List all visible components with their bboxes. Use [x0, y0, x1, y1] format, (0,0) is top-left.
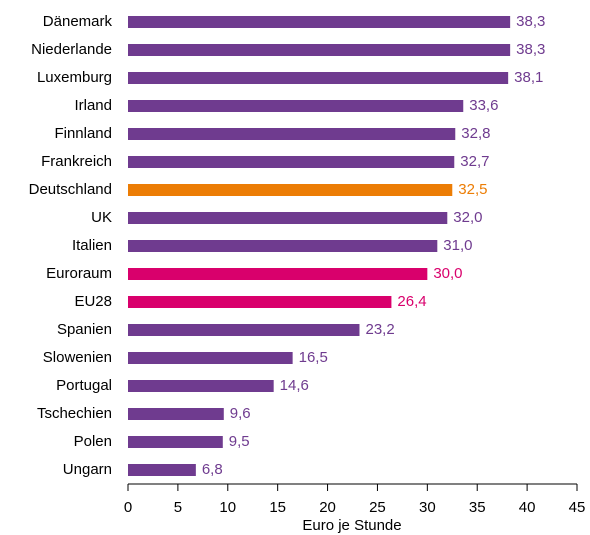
- category-label: Italien: [72, 237, 112, 254]
- category-label: UK: [91, 209, 112, 226]
- value-label: 23,2: [365, 321, 394, 338]
- category-label: Finnland: [54, 125, 112, 142]
- category-label: Euroraum: [46, 265, 112, 282]
- bar: [128, 44, 511, 56]
- x-axis-label: Euro je Stunde: [302, 517, 401, 534]
- value-label: 6,8: [202, 461, 223, 478]
- value-label: 32,8: [461, 125, 490, 142]
- x-tick-label: 15: [269, 499, 286, 516]
- x-tick-label: 25: [369, 499, 386, 516]
- bar: [128, 436, 223, 448]
- value-label: 32,0: [453, 209, 482, 226]
- bar: [128, 240, 438, 252]
- category-label: Polen: [74, 433, 112, 450]
- bar: [128, 268, 428, 280]
- bar: [128, 156, 455, 168]
- value-label: 33,6: [469, 97, 498, 114]
- category-label: Portugal: [56, 377, 112, 394]
- category-label: Ungarn: [63, 461, 112, 478]
- value-label: 14,6: [280, 377, 309, 394]
- value-label: 38,3: [516, 41, 545, 58]
- category-label: Tschechien: [37, 405, 112, 422]
- category-label: Deutschland: [29, 181, 112, 198]
- value-label: 30,0: [433, 265, 462, 282]
- value-label: 32,7: [460, 153, 489, 170]
- bar: [128, 380, 274, 392]
- category-label: Slowenien: [43, 349, 112, 366]
- category-label: Frankreich: [41, 153, 112, 170]
- x-tick-label: 10: [219, 499, 236, 516]
- bar: [128, 128, 456, 140]
- x-tick-label: 40: [519, 499, 536, 516]
- bar: [128, 408, 224, 420]
- x-tick-label: 35: [469, 499, 486, 516]
- x-tick-label: 20: [319, 499, 336, 516]
- x-tick-label: 5: [174, 499, 182, 516]
- value-label: 38,3: [516, 13, 545, 30]
- bar: [128, 100, 464, 112]
- value-label: 32,5: [458, 181, 487, 198]
- bar: [128, 212, 448, 224]
- value-label: 31,0: [443, 237, 472, 254]
- bar: [128, 324, 360, 336]
- bar: [128, 16, 511, 28]
- value-label: 9,5: [229, 433, 250, 450]
- category-label: Luxemburg: [37, 69, 112, 86]
- bar: [128, 464, 196, 476]
- x-tick-label: 30: [419, 499, 436, 516]
- bar: [128, 184, 453, 196]
- value-label: 16,5: [299, 349, 328, 366]
- bar: [128, 352, 293, 364]
- category-label: Spanien: [57, 321, 112, 338]
- bar: [128, 72, 509, 84]
- x-tick-label: 0: [124, 499, 132, 516]
- value-label: 9,6: [230, 405, 251, 422]
- category-label: Irland: [74, 97, 112, 114]
- x-tick-label: 45: [569, 499, 586, 516]
- category-label: Niederlande: [31, 41, 112, 58]
- category-label: EU28: [74, 293, 112, 310]
- value-label: 26,4: [397, 293, 426, 310]
- bar: [128, 296, 392, 308]
- category-label: Dänemark: [43, 13, 113, 30]
- value-label: 38,1: [514, 69, 543, 86]
